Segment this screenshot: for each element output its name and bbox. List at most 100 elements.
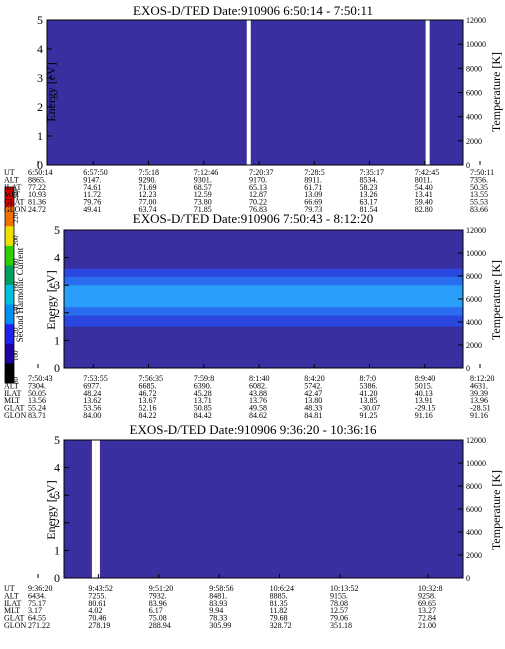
table-cell: 10:32:8 xyxy=(418,584,442,593)
colorbar-tick-label: 240 xyxy=(12,189,20,200)
table-cell: 7:50:11 xyxy=(470,168,494,177)
table-cell: 6977. xyxy=(83,381,101,390)
panel-1-y2label: Temperature [K] xyxy=(489,52,503,132)
y-tick-label: 2 xyxy=(37,100,43,114)
table-cell: 70.22 xyxy=(249,198,267,207)
y-tick-label: 3 xyxy=(54,488,60,502)
y2-tick-label: 6000 xyxy=(466,89,482,98)
table-cell: 9170. xyxy=(249,175,267,184)
table-cell: 7:59:8 xyxy=(194,374,214,383)
table-cell: 11.72 xyxy=(83,190,101,199)
table-cell: 84.81 xyxy=(304,411,322,420)
table-cell: 13.91 xyxy=(415,396,433,405)
y2-tick-label: 2000 xyxy=(466,551,482,560)
table-cell: -28.51 xyxy=(470,404,491,413)
table-cell: 58.23 xyxy=(360,183,378,192)
table-cell: 78.08 xyxy=(330,599,348,608)
table-row-label: GLAT xyxy=(4,198,25,207)
table-cell: 328.72 xyxy=(270,621,292,630)
colorbar-tick-label: 80 xyxy=(12,377,20,385)
table-cell: 75.08 xyxy=(149,614,167,623)
table-cell: 79.68 xyxy=(270,614,288,623)
table-cell: 8911. xyxy=(304,175,322,184)
table-cell: 66.69 xyxy=(304,198,322,207)
y2-tick-label: 12000 xyxy=(466,436,486,445)
table-cell: 48.24 xyxy=(83,389,101,398)
table-row-label: MLT xyxy=(4,396,20,405)
table-cell: 83.66 xyxy=(470,205,488,214)
table-cell: 6.17 xyxy=(149,606,163,615)
y2-tick-label: 6000 xyxy=(466,295,482,304)
y-tick-label: 4 xyxy=(37,42,43,56)
colorbar-swatch xyxy=(5,245,14,266)
table-row-label: MLT xyxy=(4,606,20,615)
table-cell: 13.56 xyxy=(28,396,46,405)
table-cell: 84.22 xyxy=(139,411,157,420)
table-cell: 5742. xyxy=(304,381,322,390)
y2-tick-label: 8000 xyxy=(466,64,482,73)
y-tick-label: 4 xyxy=(54,251,60,265)
table-cell: 74.61 xyxy=(83,183,101,192)
table-cell: 13.27 xyxy=(418,606,436,615)
table-row-label: ILAT xyxy=(4,599,21,608)
table-cell: 9258. xyxy=(418,591,436,600)
table-cell: 63.74 xyxy=(139,205,157,214)
table-cell: 76.83 xyxy=(249,205,267,214)
table-cell: 21.00 xyxy=(418,621,436,630)
panel-3-title: EXOS-D/TED Date:910906 9:36:20 - 10:36:1… xyxy=(130,422,377,437)
table-cell: 11.82 xyxy=(270,606,288,615)
y2-tick-label: 2000 xyxy=(466,137,482,146)
table-cell: -30.07 xyxy=(360,404,381,413)
table-cell: 9:36:20 xyxy=(28,584,52,593)
y2-tick-label: 0 xyxy=(466,161,470,170)
y2-tick-label: 10000 xyxy=(466,249,486,258)
table-cell: 6685. xyxy=(139,381,157,390)
panel-3-y2label: Temperature [K] xyxy=(489,470,503,550)
table-cell: 13.96 xyxy=(470,396,488,405)
table-cell: 73.80 xyxy=(194,198,212,207)
table-cell: 7:20:37 xyxy=(249,168,273,177)
table-cell: 81.35 xyxy=(270,599,288,608)
table-cell: 59.40 xyxy=(415,198,433,207)
colorbar-tick-label: 140 xyxy=(12,304,20,315)
y2-tick-label: 6000 xyxy=(466,505,482,514)
table-cell: 12.59 xyxy=(194,190,212,199)
y2-tick-label: 4000 xyxy=(466,528,482,537)
y-tick-label: 0 xyxy=(54,571,60,585)
y-tick-label: 4 xyxy=(54,461,60,475)
table-cell: 40.13 xyxy=(415,389,433,398)
table-row-label: UT xyxy=(4,584,15,593)
y-tick-label: 3 xyxy=(54,278,60,292)
table-cell: 82.80 xyxy=(415,205,433,214)
table-cell: 84.00 xyxy=(83,411,101,420)
table-cell: 42.47 xyxy=(304,389,322,398)
table-cell: 13.80 xyxy=(304,396,322,405)
table-cell: 4631. xyxy=(470,381,488,390)
y2-tick-label: 8000 xyxy=(466,272,482,281)
colorbar-tick-label: 160 xyxy=(12,281,20,292)
table-cell: 63.17 xyxy=(360,198,378,207)
table-cell: -29.15 xyxy=(415,404,436,413)
table-cell: 8885. xyxy=(270,591,288,600)
table-cell: 79.76 xyxy=(83,198,101,207)
table-cell: 91.25 xyxy=(360,411,378,420)
table-cell: 9155. xyxy=(330,591,348,600)
table-cell: 83.71 xyxy=(28,411,46,420)
table-row-label: ILAT xyxy=(4,183,21,192)
y-tick-label: 2 xyxy=(54,306,60,320)
y2-tick-label: 4000 xyxy=(466,113,482,122)
table-cell: 8:1:40 xyxy=(249,374,269,383)
table-cell: 49.58 xyxy=(249,404,267,413)
table-cell: 77.22 xyxy=(28,183,46,192)
table-row-label: MLT xyxy=(4,190,20,199)
table-cell: 7255. xyxy=(88,591,106,600)
colorbar-tick-label: 220 xyxy=(12,212,20,223)
table-cell: 50.35 xyxy=(470,183,488,192)
table-cell: 72.84 xyxy=(418,614,436,623)
y-tick-label: 1 xyxy=(37,129,43,143)
data-gap xyxy=(95,440,100,578)
y2-tick-label: 4000 xyxy=(466,318,482,327)
colorbar-swatch xyxy=(5,206,14,227)
table-cell: 6:57:50 xyxy=(83,168,107,177)
